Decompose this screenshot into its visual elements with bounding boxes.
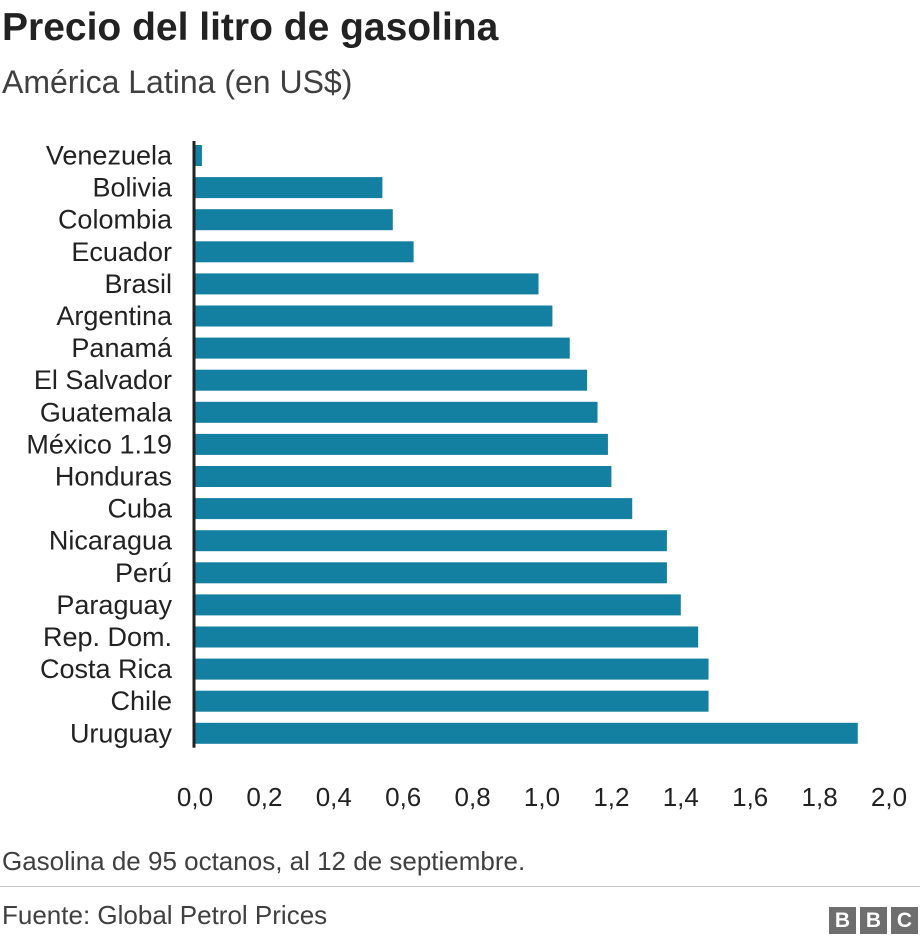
bar [195, 273, 539, 295]
bar [195, 658, 709, 680]
category-label: Venezuela [46, 141, 173, 171]
x-tick-label: 0,2 [246, 782, 282, 812]
bar [195, 209, 393, 231]
category-label: México 1.19 [26, 429, 172, 459]
bbc-logo-letter: B [829, 907, 856, 934]
x-tick-label: 0,4 [316, 782, 352, 812]
bar [195, 530, 667, 552]
category-label: Brasil [104, 269, 172, 299]
bar [195, 369, 588, 391]
bar [195, 466, 612, 487]
category-label: Uruguay [70, 718, 173, 748]
bar [195, 177, 383, 199]
x-tick-label: 1,6 [732, 782, 768, 812]
category-label: Chile [110, 686, 172, 716]
category-label: Panamá [71, 333, 173, 363]
bar [195, 594, 681, 616]
category-label: Honduras [55, 462, 172, 492]
bbc-logo-letter: B [860, 907, 887, 934]
x-tick-label: 0,0 [177, 782, 213, 812]
x-tick-label: 1,2 [593, 782, 629, 812]
category-label: Cuba [107, 494, 173, 524]
category-label: Guatemala [40, 397, 173, 427]
bar [195, 498, 633, 520]
x-tick-label: 0,6 [385, 782, 421, 812]
bar-chart: VenezuelaBoliviaColombiaEcuadorBrasilArg… [26, 141, 907, 813]
category-label: Colombia [58, 205, 173, 235]
category-label: El Salvador [34, 365, 172, 395]
category-label: Argentina [56, 301, 173, 331]
bar [195, 433, 608, 455]
category-label: Perú [115, 558, 172, 588]
chart-note: Gasolina de 95 octanos, al 12 de septiem… [2, 846, 526, 876]
bar [195, 722, 858, 744]
chart-title: Precio del litro de gasolina [2, 6, 499, 49]
x-tick-label: 1,8 [802, 782, 838, 812]
bar [195, 690, 709, 712]
bbc-logo: B B C [829, 907, 918, 934]
category-label: Bolivia [92, 173, 173, 203]
bbc-logo-letter: C [891, 907, 918, 934]
footer-divider [0, 886, 920, 887]
chart-subtitle: América Latina (en US$) [2, 64, 353, 100]
category-label: Paraguay [56, 590, 172, 620]
bar [195, 145, 202, 166]
category-label: Nicaragua [49, 526, 173, 556]
bar [195, 337, 570, 359]
bar [195, 626, 699, 648]
bar [195, 305, 553, 327]
x-tick-label: 0,8 [455, 782, 491, 812]
bar [195, 401, 598, 423]
category-label: Rep. Dom. [43, 622, 172, 652]
bar [195, 562, 667, 584]
x-tick-label: 1,0 [524, 782, 560, 812]
x-tick-label: 1,4 [663, 782, 699, 812]
source-text: Fuente: Global Petrol Prices [2, 900, 328, 930]
x-tick-label: 2,0 [871, 782, 907, 812]
category-label: Costa Rica [40, 654, 173, 684]
bar [195, 241, 414, 263]
category-label: Ecuador [71, 237, 172, 267]
